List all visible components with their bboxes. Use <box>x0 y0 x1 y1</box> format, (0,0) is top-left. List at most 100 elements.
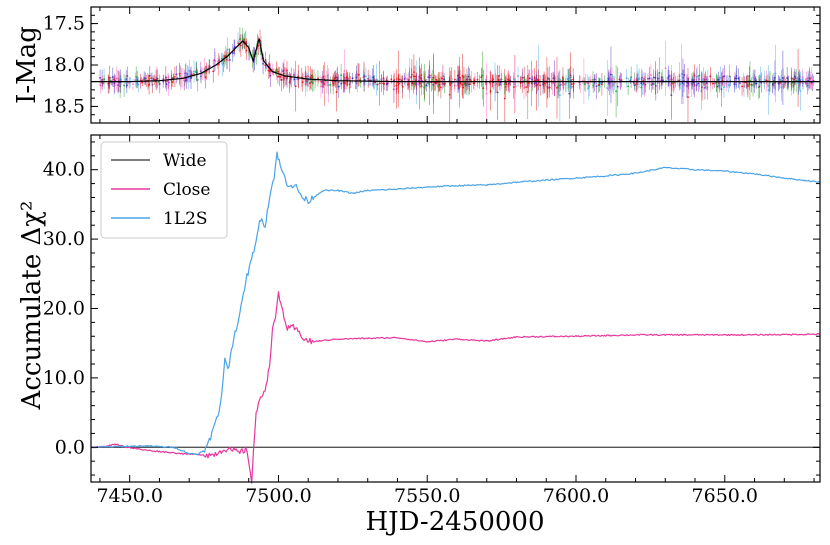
chi2-y-axis-label-text: Accumulate Δχ² <box>17 201 47 411</box>
light-curve-point <box>664 67 667 70</box>
light-curve-frame <box>90 6 821 124</box>
chi2-y-axis-label: Accumulate Δχ² <box>17 201 47 411</box>
light-curve-point <box>99 76 101 79</box>
light-curve-point <box>408 77 411 79</box>
light-curve-point <box>750 83 753 86</box>
light-curve-point <box>375 78 378 81</box>
light-curve-point <box>415 83 418 86</box>
light-curve-point <box>606 87 609 90</box>
light-curve-point <box>771 83 774 85</box>
light-curve-point <box>482 87 485 90</box>
light-curve-point <box>759 75 762 78</box>
light-curve-point <box>706 79 709 81</box>
light-curve-point <box>681 82 684 85</box>
light-curve-point <box>365 75 367 78</box>
light-curve-point <box>376 83 379 86</box>
light-curve-point <box>546 86 549 88</box>
light-curve-point <box>444 82 446 85</box>
light-curve-point <box>695 76 698 79</box>
light-curve-point <box>687 96 689 99</box>
light-curve-point <box>327 83 330 86</box>
light-curve-point <box>638 77 640 80</box>
light-curve-point <box>557 85 559 88</box>
light-curve-point <box>786 77 789 80</box>
light-curve-point <box>500 78 503 81</box>
light-curve-point <box>196 79 199 81</box>
chi2-ticks: 0.0 10.0 20.0 30.0 40.0 7450.0 7500.0 7550.0 760… <box>43 135 820 507</box>
light-curve-point <box>587 87 590 90</box>
light-curve-point <box>422 81 425 84</box>
light-curve-point <box>490 78 492 80</box>
light-curve-point <box>268 63 271 65</box>
light-curve-point <box>268 70 271 73</box>
light-curve-point <box>115 77 118 80</box>
light-curve-point <box>702 77 705 80</box>
light-curve-point <box>782 81 785 84</box>
light-curve-point <box>165 83 168 86</box>
light-curve-point <box>403 78 406 80</box>
light-curve-point <box>780 86 783 89</box>
light-curve-points <box>99 27 815 122</box>
light-curve-point <box>728 75 731 78</box>
light-curve-point <box>615 90 618 93</box>
light-curve-point <box>805 77 808 80</box>
light-curve-point <box>113 82 116 85</box>
light-curve-point <box>141 81 144 84</box>
light-curve-point <box>158 83 161 85</box>
light-curve-point <box>128 82 131 85</box>
chi2-panel: 0.0 10.0 20.0 30.0 40.0 7450.0 7500.0 7550.0 760… <box>17 134 821 537</box>
light-curve-point <box>220 57 223 60</box>
light-curve-point <box>450 82 453 85</box>
light-curve-point <box>385 83 388 86</box>
light-curve-point <box>216 64 219 67</box>
light-curve-point <box>570 83 573 85</box>
light-curve-point <box>443 78 446 81</box>
light-curve-point <box>625 77 628 80</box>
light-curve-point <box>275 70 278 73</box>
light-curve-point <box>752 76 755 79</box>
light-curve-point <box>190 76 192 79</box>
light-curve-y-axis-label: I-Mag <box>12 26 42 104</box>
light-curve-point <box>505 83 508 86</box>
light-curve-point <box>794 77 797 80</box>
light-curve-point <box>449 84 452 86</box>
light-curve-point <box>363 78 366 81</box>
light-curve-point <box>301 81 304 84</box>
light-curve-point <box>320 80 323 83</box>
light-curve-point <box>395 88 398 90</box>
light-curve-point <box>743 85 745 88</box>
light-curve-point <box>148 74 151 77</box>
light-curve-point <box>461 83 463 86</box>
light-curve-point <box>727 84 730 86</box>
light-curve-point <box>722 75 724 78</box>
light-curve-point <box>218 59 221 61</box>
light-curve-point <box>616 85 619 88</box>
light-curve-point <box>533 77 536 79</box>
light-curve-point <box>118 77 121 80</box>
light-curve-point <box>126 75 129 77</box>
light-curve-point <box>355 76 358 79</box>
light-curve-point <box>432 76 435 79</box>
light-curve-point <box>374 81 377 84</box>
light-curve-point <box>310 74 313 77</box>
light-curve-point <box>558 94 561 97</box>
light-curve-point <box>156 77 159 80</box>
light-curve-point <box>790 77 793 80</box>
light-curve-point <box>652 76 655 79</box>
light-curve-point <box>630 78 632 81</box>
light-curve-point <box>650 83 653 86</box>
light-curve-point <box>427 82 429 85</box>
light-curve-point <box>777 82 780 85</box>
light-curve-point <box>199 70 202 73</box>
light-curve-point <box>344 82 346 85</box>
light-curve-point <box>167 84 170 87</box>
light-curve-point <box>654 76 657 79</box>
light-curve-point <box>592 82 595 85</box>
light-curve-point <box>424 79 427 82</box>
light-curve-point <box>811 83 814 86</box>
light-curve-y-tick-label: 18.5 <box>43 95 85 117</box>
light-curve-point <box>340 74 343 77</box>
light-curve-point <box>530 82 533 85</box>
light-curve-point <box>164 80 167 83</box>
light-curve-point <box>517 75 519 78</box>
